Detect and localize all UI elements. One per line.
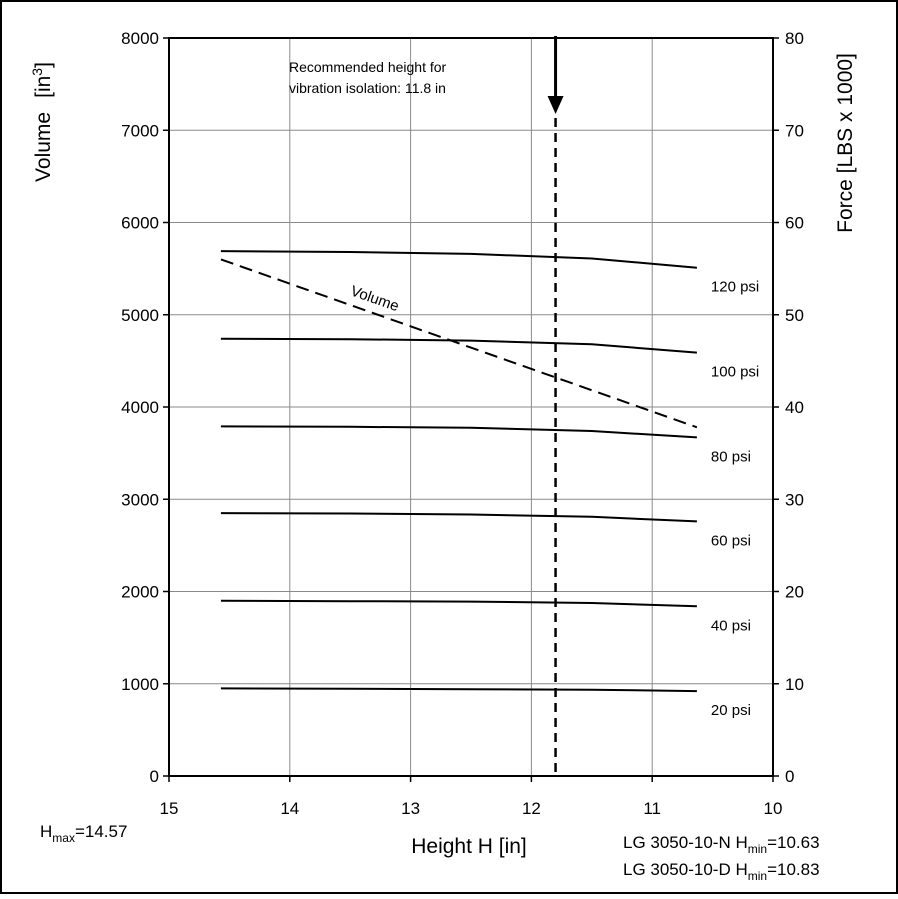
x-tick-label: 11 [643,799,661,818]
hmax-sub: max [52,831,75,845]
series-label: 20 psi [711,702,751,719]
y-tick-label: 6000 [121,214,159,233]
series-label: 60 psi [711,532,751,549]
y-axis-unit: [in [32,76,55,98]
y-tick-label: 7000 [121,121,159,140]
grid [169,38,773,776]
model-n-text: LG 3050-10-N H [623,833,748,852]
reference-arrow-head [547,96,564,114]
y2-tick-label: 0 [785,767,794,786]
model-d-value: =10.83 [767,860,819,879]
y2-axis-title: Force [LBS x 1000] [834,53,857,233]
x-tick-label: 14 [280,799,299,818]
y2-tick-label: 40 [785,398,804,417]
x-tick-label: 10 [764,799,783,818]
series: 20 psi 40 psi 60 psi 80 psi 100 psi 120 psi [220,250,759,719]
y-tick-label: 8000 [121,29,159,48]
tick-labels: 0100020003000400050006000700080000102030… [121,29,804,818]
series-line-40-psi [220,599,697,608]
model-d-label: LG 3050-10-D Hmin=10.83 [623,860,820,883]
model-n-label: LG 3050-10-N Hmin=10.63 [623,833,820,856]
x-tick-label: 12 [522,799,541,818]
y-tick-label: 1000 [121,675,159,694]
reference-label-line2: vibration isolation: 11.8 in [289,80,446,96]
series-label: 120 psi [711,279,759,296]
series-line-60-psi [220,512,697,523]
y2-tick-label: 30 [785,490,804,509]
y-axis-unit-close: ] [32,62,55,68]
axes [163,37,779,782]
series-label: 100 psi [711,364,759,381]
model-d-sub: min [748,869,767,883]
volume-line [220,258,698,429]
series-line-100-psi [220,337,697,354]
reference-line-group: Recommended height for vibration isolatio… [289,36,564,776]
hmax-h: H [40,822,52,841]
y2-tick-label: 70 [785,121,804,140]
y2-tick-label: 60 [785,214,804,233]
y-axis-title-main: Volume [32,112,55,182]
y2-tick-label: 80 [785,29,804,48]
y-tick-label: 3000 [121,490,159,509]
y-tick-label: 5000 [121,306,159,325]
model-n-value: =10.63 [767,833,819,852]
x-axis-title: Height H [in] [411,835,527,858]
model-d-text: LG 3050-10-D H [623,860,748,879]
reference-label-line1: Recommended height for [289,59,447,75]
hmax-value: =14.57 [75,822,127,841]
y-axis-unit-sup: 3 [29,68,45,76]
x-tick-label: 13 [401,799,420,818]
y2-tick-label: 20 [785,583,804,602]
volume-series: Volume [220,258,698,429]
y-tick-label: 0 [150,767,159,786]
y-axis-title: Volume [in3] [29,62,55,182]
series-label: 80 psi [711,448,751,465]
series-line-120-psi [220,250,697,269]
y2-tick-label: 10 [785,675,804,694]
series-label: 40 psi [711,617,751,634]
x-tick-label: 15 [160,799,179,818]
hmax-label: Hmax=14.57 [40,822,127,845]
volume-label: Volume [348,283,401,316]
series-line-80-psi [220,425,697,439]
series-line-20-psi [220,687,697,693]
model-n-sub: min [748,842,767,856]
y2-tick-label: 50 [785,306,804,325]
y-tick-label: 4000 [121,398,159,417]
y-tick-label: 2000 [121,583,159,602]
